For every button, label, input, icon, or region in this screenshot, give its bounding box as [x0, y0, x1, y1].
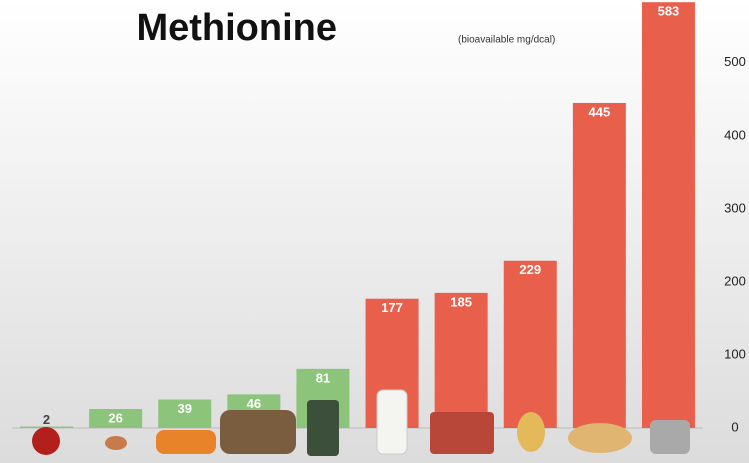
bar: [641, 2, 695, 428]
chick-icon: [517, 412, 545, 452]
value-label: 39: [178, 401, 192, 416]
carrot-icon: [156, 430, 216, 454]
y-tick-label: 0: [731, 419, 738, 434]
value-label: 26: [108, 410, 122, 425]
bar: [572, 102, 626, 428]
bread-icon: [220, 410, 296, 454]
y-tick-label: 100: [724, 346, 746, 361]
bar: [89, 409, 143, 428]
chart-title: Methionine: [136, 7, 337, 49]
value-label: 46: [247, 396, 261, 411]
y-tick-label: 400: [724, 127, 746, 142]
bar: [158, 399, 212, 428]
meat-icon: [430, 412, 494, 454]
tuna-can-icon: [650, 420, 690, 454]
y-tick-label: 300: [724, 200, 746, 215]
food-icons: [32, 389, 690, 456]
value-label: 445: [588, 104, 610, 119]
chart-subtitle: (bioavailable mg/dcal): [458, 35, 555, 46]
can-icon: [307, 400, 339, 456]
milk-icon: [376, 389, 408, 455]
value-label: 229: [519, 262, 541, 277]
apple-icon: [32, 427, 60, 455]
almond-icon: [105, 436, 127, 450]
chicken-icon: [568, 423, 632, 453]
value-label: 185: [450, 294, 472, 309]
value-label: 583: [658, 4, 680, 19]
value-label: 2: [43, 412, 50, 427]
y-tick-label: 200: [724, 273, 746, 288]
bar: [503, 260, 557, 428]
value-label: 81: [316, 370, 330, 385]
bar: [434, 292, 488, 428]
y-tick-label: 500: [724, 54, 746, 69]
value-label: 177: [381, 300, 403, 315]
